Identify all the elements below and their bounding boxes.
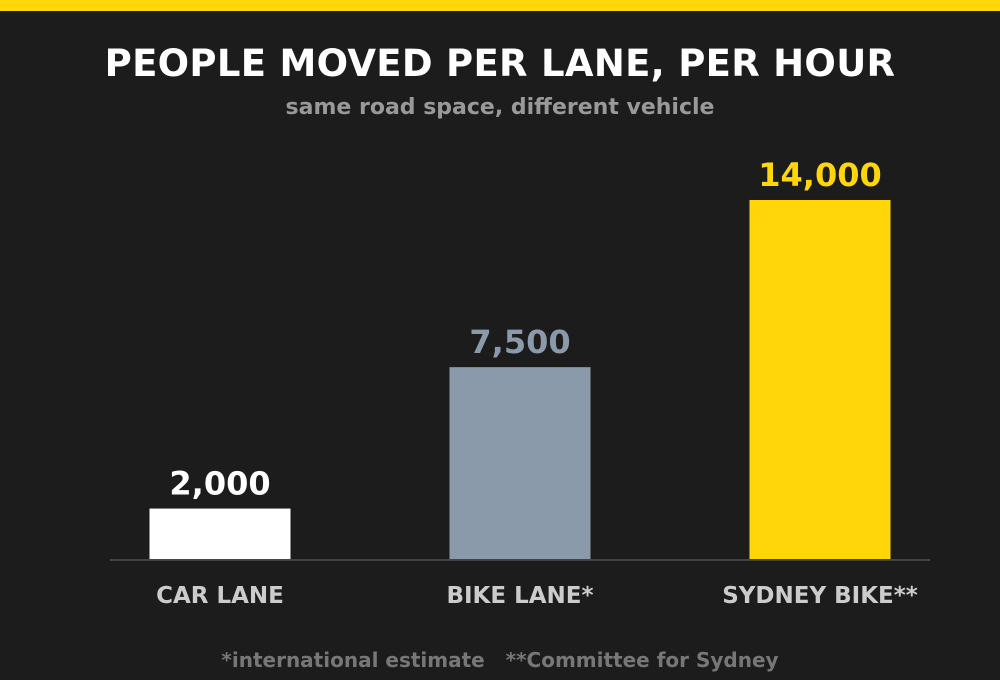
- bar-sydney-bike: [749, 200, 891, 560]
- category-label: CAR LANE: [156, 583, 284, 609]
- chart-subtitle: same road space, different vehicle: [285, 95, 715, 120]
- accent-top-bar: [0, 0, 1000, 11]
- footnotes: *international estimate **Committee for …: [221, 648, 779, 672]
- value-label: 14,000: [758, 156, 881, 194]
- chart-title: PEOPLE MOVED PER LANE, PER HOUR: [104, 42, 896, 85]
- bar-car-lane: [149, 508, 291, 560]
- category-label: BIKE LANE*: [446, 583, 593, 609]
- value-label: 7,500: [469, 323, 570, 361]
- category-label: SYDNEY BIKE**: [722, 583, 918, 609]
- value-label: 2,000: [169, 465, 270, 503]
- bar-bike-lane: [449, 367, 591, 560]
